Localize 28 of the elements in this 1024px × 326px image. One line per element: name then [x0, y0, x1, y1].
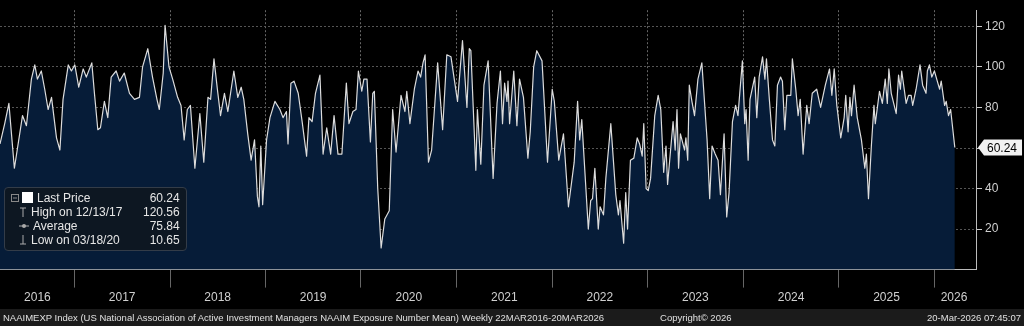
annotation: Average: [33, 218, 79, 233]
x-tick-label: 2021: [491, 290, 519, 305]
y-tick-label: 80: [985, 99, 999, 114]
y-tick-label: 100: [985, 59, 1006, 74]
annotation: 60.24: [148, 190, 180, 205]
series-label: Last Price: [37, 190, 92, 205]
x-tick-label: 2024: [777, 290, 805, 305]
x-tick-label: 2022: [586, 290, 614, 305]
x-tick-label: 2023: [681, 290, 709, 305]
text: Copyright© 2026: [659, 311, 733, 325]
x-tick-label: 2019: [299, 290, 327, 305]
annotation: High on 12/13/17: [31, 204, 124, 219]
annotation: 60.24: [987, 140, 1018, 155]
x-tick-label: 2026: [940, 290, 968, 305]
text: NAAIMEXP Index (US National Association of Active Investment Managers NAAIM Exposure Number Mean) Weekly 22MAR2016-20MAR2026: [2, 311, 606, 325]
x-tick-label: 2025: [873, 290, 901, 305]
y-tick-label: 20: [985, 221, 999, 236]
x-tick-label: 2016: [24, 290, 52, 305]
x-tick-label: 2020: [395, 290, 423, 305]
annotation: 75.84: [148, 218, 180, 233]
annotation: 120.56: [142, 204, 180, 219]
text: 20-Mar-2026 07:45:07: [926, 311, 1022, 325]
x-tick-label: 2017: [108, 290, 136, 305]
x-tick-label: 2018: [204, 290, 232, 305]
y-tick-label: 120: [985, 18, 1006, 33]
annotation: Low on 03/18/20: [31, 232, 121, 247]
y-tick-label: 40: [985, 180, 999, 195]
annotation: 10.65: [148, 232, 180, 247]
